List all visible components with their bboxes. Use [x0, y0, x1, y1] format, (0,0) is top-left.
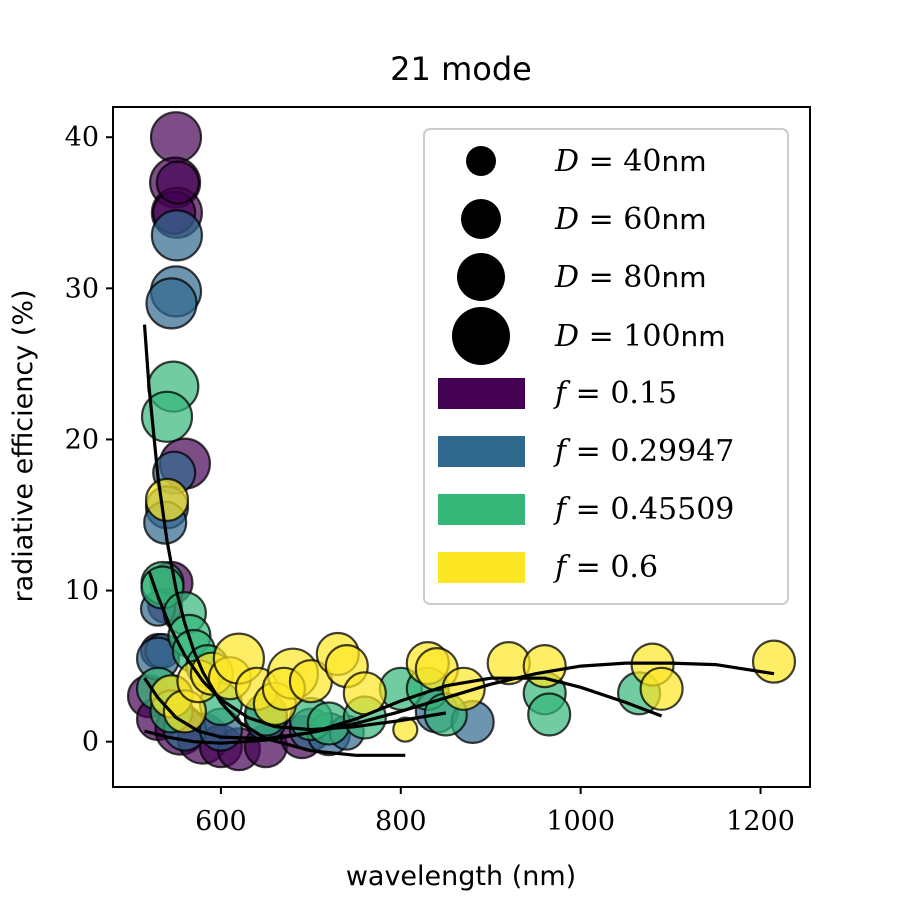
y-tick-label: 30 [65, 273, 99, 304]
legend-marker-size [457, 253, 505, 301]
x-tick-label: 800 [375, 806, 427, 837]
fit-f-0.6 [144, 661, 775, 745]
fit-f-0.29947 [147, 570, 447, 732]
x-tick-label: 1000 [546, 806, 615, 837]
legend-marker-size [461, 199, 501, 239]
legend-label: D = 100nm [554, 319, 726, 354]
data-point [145, 277, 198, 330]
chart-title: 21 mode [390, 50, 532, 88]
data-point [144, 477, 190, 522]
data-point [751, 639, 797, 684]
y-axis-ticks: 0 10 20 30 40 [65, 122, 113, 758]
legend-label: f = 0.29947 [553, 434, 734, 469]
legend-swatch [438, 552, 525, 583]
data-point [392, 716, 419, 743]
legend-label: D = 40nm [554, 144, 706, 179]
legend-marker-size [466, 146, 496, 176]
fit-f-0.45509 [143, 676, 663, 741]
legend: D = 40nm D = 60nm D = 80nm D = 100nm f = 0.1… [423, 128, 789, 605]
x-axis-ticks: 600 800 1000 1200 [195, 787, 795, 837]
legend-box [423, 128, 789, 605]
legend-label: f = 0.45509 [553, 492, 734, 527]
y-tick-label: 10 [65, 576, 99, 607]
plot-frame [112, 106, 811, 788]
legend-swatch [438, 436, 525, 467]
fit-curves [142, 324, 775, 757]
y-axis-label: radiative efficiency (%) [8, 289, 39, 602]
legend-marker-size [452, 307, 510, 365]
legend-label: D = 80nm [554, 260, 706, 295]
data-point [441, 666, 486, 711]
fit-f-0.15 [142, 324, 406, 757]
legend-swatch [438, 494, 525, 525]
data-point [527, 692, 572, 737]
x-tick-label: 600 [195, 806, 247, 837]
legend-label: f = 0.15 [553, 376, 677, 411]
legend-label: f = 0.6 [553, 550, 658, 585]
series-3 [144, 477, 797, 743]
data-point [149, 111, 203, 164]
data-point [639, 666, 684, 711]
data-point [155, 160, 200, 205]
y-tick-label: 40 [65, 122, 99, 153]
x-tick-label: 1200 [726, 806, 795, 837]
y-tick-label: 0 [82, 727, 99, 758]
legend-label: D = 60nm [554, 202, 706, 237]
y-tick-label: 20 [65, 424, 99, 455]
legend-swatch [438, 378, 525, 409]
data-point [150, 209, 203, 262]
data-point [522, 643, 567, 689]
x-axis-label: wavelength (nm) [346, 861, 576, 892]
